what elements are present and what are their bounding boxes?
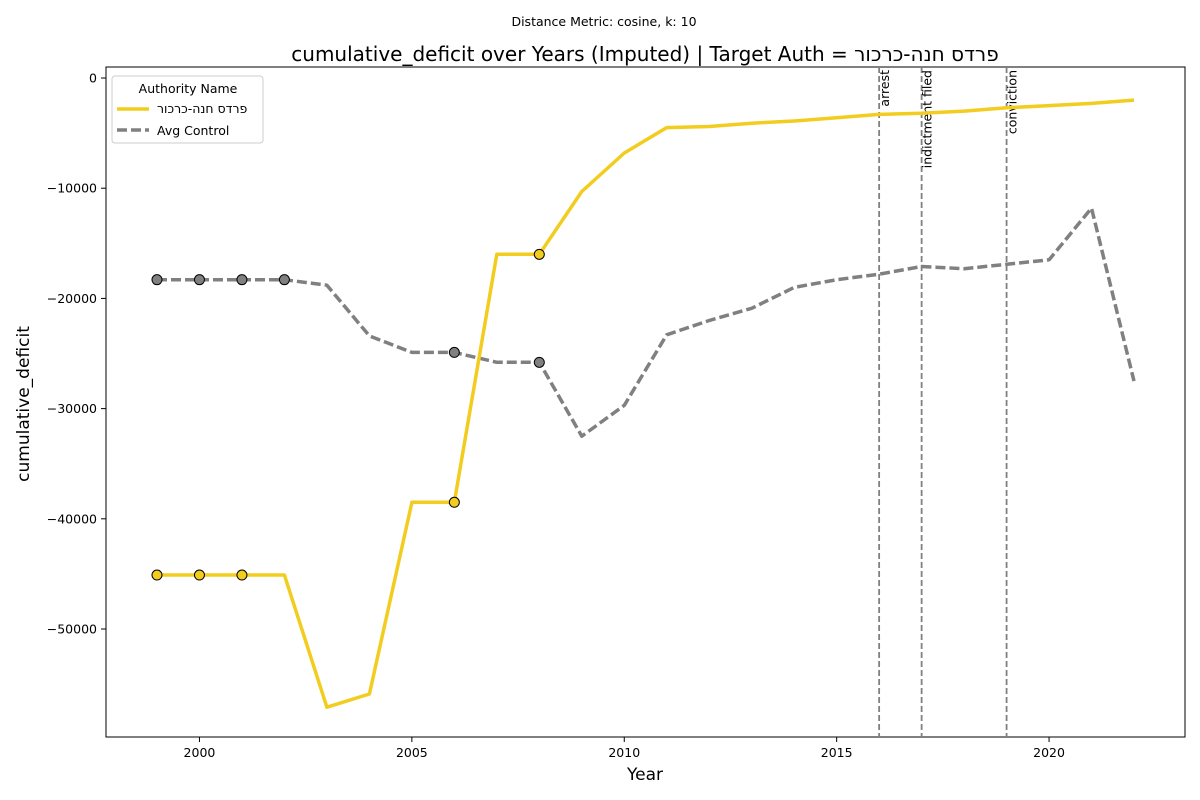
chart-suptitle: Distance Metric: cosine, k: 10 xyxy=(511,14,696,29)
imputed-point xyxy=(151,569,163,581)
chart-title: cumulative_deficit over Years (Imputed) … xyxy=(291,42,998,66)
legend-title: Authority Name xyxy=(139,81,238,96)
x-tick-label: 2020 xyxy=(1033,745,1065,760)
y-tick-label: −10000 xyxy=(47,181,97,196)
event-label: indictment filed xyxy=(920,70,935,168)
x-axis: 2000 2005 2010 2015 2020 xyxy=(184,737,1065,760)
imputed-point xyxy=(193,569,205,581)
legend-label-target: פרדס חנה-כרכור xyxy=(157,101,248,116)
legend: Authority Name פרדס חנה-כרכור Avg Contro… xyxy=(111,75,264,144)
legend-box xyxy=(111,75,264,144)
y-axis-title: cumulative_deficit xyxy=(14,326,34,482)
x-axis-title: Year xyxy=(626,765,663,785)
imputed-point xyxy=(278,274,290,286)
y-tick-label: −40000 xyxy=(47,511,97,526)
imputed-point xyxy=(151,274,163,286)
y-tick-label: 0 xyxy=(89,71,97,86)
event-lines: arrest indictment filed conviction xyxy=(877,67,1020,737)
x-tick-label: 2005 xyxy=(396,745,428,760)
plot-frame xyxy=(105,66,1186,738)
series-line xyxy=(157,98,1135,709)
x-tick-label: 2010 xyxy=(608,745,640,760)
series-group xyxy=(151,98,1136,709)
imputed-point xyxy=(193,274,205,286)
imputed-point xyxy=(236,274,248,286)
event-label: conviction xyxy=(1005,70,1020,134)
y-tick-label: −20000 xyxy=(47,291,97,306)
event-label: arrest xyxy=(877,70,892,107)
imputed-point xyxy=(533,356,545,368)
y-axis: 0 −10000 −20000 −30000 −40000 −50000 xyxy=(47,71,106,637)
legend-label-control: Avg Control xyxy=(157,123,229,138)
y-tick-label: −30000 xyxy=(47,401,97,416)
x-tick-label: 2015 xyxy=(821,745,853,760)
imputed-point xyxy=(533,248,545,260)
imputed-point xyxy=(236,569,248,581)
x-tick-label: 2000 xyxy=(184,745,216,760)
imputed-point xyxy=(448,346,460,358)
y-tick-label: −50000 xyxy=(47,622,97,637)
plot-area: 2000 2005 2010 2015 2020 0 −10000 −20000 −30000… xyxy=(47,66,1186,760)
imputed-point xyxy=(448,496,460,508)
series-line xyxy=(157,206,1136,438)
